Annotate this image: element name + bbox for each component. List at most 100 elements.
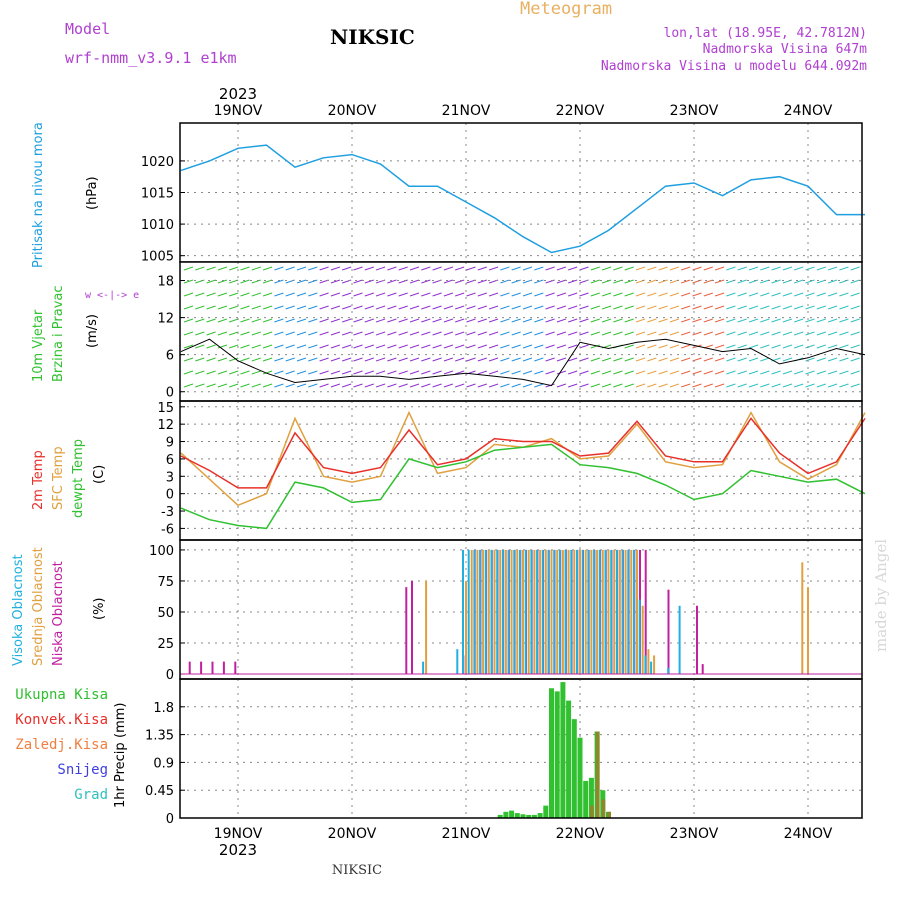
wind-barb: [850, 370, 860, 375]
wind-barb: [488, 370, 499, 375]
cloud-bar-high: [581, 549, 584, 675]
legend-zaledj: Zaledj.Kisa: [15, 737, 108, 753]
series-line-pritisak: [180, 144, 865, 254]
wind-barb: [737, 370, 747, 375]
wind-barb: [748, 344, 759, 349]
y-tick-label: 1005: [141, 250, 174, 265]
wind-barb: [850, 331, 860, 336]
precip-unit: (mm): [113, 703, 128, 738]
wind-barb: [816, 383, 826, 388]
wind-barb: [635, 318, 646, 323]
wind-barb: [477, 357, 487, 362]
wind-barb: [375, 370, 386, 375]
precip-bar: [588, 777, 594, 818]
wind-barb: [545, 331, 555, 336]
wind-barb: [850, 344, 860, 349]
watermark: made by Angel: [872, 539, 890, 652]
temp-ylabel-dewpt: dewpt Temp: [71, 439, 86, 518]
wind-barb: [364, 370, 374, 375]
wind-barb: [748, 279, 759, 284]
wind-barb: [477, 279, 487, 284]
cloud-bar-mid: [487, 549, 490, 675]
wind-barb: [240, 292, 250, 297]
cloud-bar-high: [467, 549, 470, 675]
cloud-bar-mid: [476, 549, 479, 675]
wind-barb: [353, 331, 363, 336]
wind-barb: [601, 305, 612, 310]
wind-barb: [217, 344, 228, 349]
wind-barb: [511, 331, 521, 336]
wind-barb: [319, 331, 329, 336]
wind-barb: [342, 292, 352, 297]
cloud-bar-mid: [527, 549, 530, 675]
cloud-bar-high: [667, 667, 670, 675]
wind-barb: [206, 331, 216, 336]
cloud-bar-high: [576, 549, 578, 675]
wind-barb: [387, 305, 397, 310]
wind-barb: [421, 344, 431, 349]
wind-barb: [647, 279, 657, 284]
cloud-bar-high: [530, 549, 533, 675]
panel-frame: [179, 678, 863, 819]
y-tick-label: 100: [149, 544, 174, 559]
wind-barb: [217, 305, 228, 310]
wind-ylabel-1: 10m Vjetar: [31, 309, 46, 382]
wind-barb: [511, 292, 521, 297]
wind-barb: [364, 383, 374, 388]
wind-barb: [681, 357, 691, 362]
wind-barb: [353, 344, 363, 349]
cloud-bar-low: [200, 661, 203, 675]
precip-bar: [497, 814, 503, 818]
wind-barb: [692, 305, 702, 310]
wind-barb: [488, 292, 499, 297]
wind-barb: [500, 318, 510, 323]
wind-barb: [613, 370, 623, 375]
wind-barb: [500, 344, 510, 349]
wind-barb: [432, 266, 442, 271]
wind-barb: [748, 318, 759, 323]
wind-barb: [534, 279, 544, 284]
wind-barb: [409, 383, 420, 388]
wind-barb: [805, 279, 815, 284]
wind-barb: [613, 305, 623, 310]
wind-barb: [274, 318, 284, 323]
wind-barb: [522, 318, 533, 323]
wind-barb: [658, 292, 668, 297]
wind-barb: [771, 266, 781, 271]
wind-barb: [319, 370, 329, 375]
wind-barb: [647, 266, 657, 271]
wind-barb: [545, 279, 555, 284]
cloud-bar-low: [667, 589, 670, 675]
cloud-bar-mid: [482, 549, 485, 675]
cloud-ylabel-mid: Srednja Oblacnost: [31, 547, 46, 666]
wind-barb: [387, 331, 397, 336]
wind-barb: [308, 357, 318, 362]
wind-barb: [398, 279, 408, 284]
wind-barb: [658, 279, 668, 284]
wind-barb: [342, 357, 352, 362]
x-tick-label-bottom: 23NOV: [670, 826, 719, 842]
wind-barb: [455, 344, 465, 349]
wind-barb: [760, 344, 770, 349]
wind-barb: [579, 331, 589, 336]
cloud-bar-mid: [539, 549, 542, 675]
wind-barb: [364, 279, 374, 284]
wind-barb: [217, 292, 228, 297]
wind-barb: [556, 357, 567, 362]
wind-barb: [805, 331, 815, 336]
wind-barb: [534, 357, 544, 362]
wind-barb: [647, 305, 657, 310]
wind-barb: [771, 318, 781, 323]
y-tick-label: 6: [166, 453, 174, 468]
wind-barb: [375, 292, 386, 297]
wind-barb: [262, 292, 273, 297]
cloud-bar-high: [422, 661, 425, 675]
x-tick-label-top: 21NOV: [442, 103, 491, 119]
wind-barb: [409, 279, 420, 284]
wind-barb: [827, 266, 838, 271]
wind-barb: [342, 383, 352, 388]
wind-barb: [534, 370, 544, 375]
y-tick-label: 0: [166, 668, 174, 683]
wind-barb: [296, 318, 307, 323]
wind-barb: [251, 279, 261, 284]
